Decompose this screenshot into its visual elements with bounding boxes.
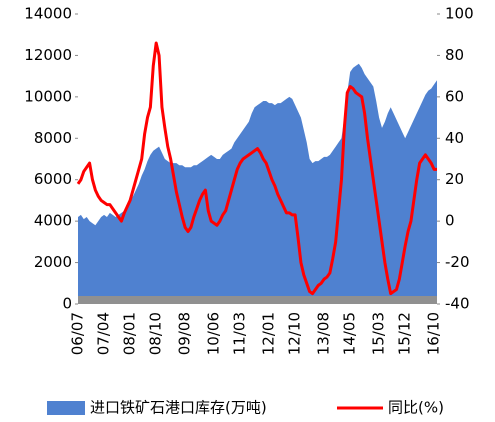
y2-tick-label: -40	[445, 295, 470, 313]
y-tick-label: 0	[62, 295, 72, 313]
y2-tick-label: -20	[445, 253, 470, 271]
x-tick-label: 12/01	[260, 312, 278, 355]
y-tick-label: 10000	[24, 87, 72, 105]
y-tick-label: 2000	[34, 253, 72, 271]
y-tick-label: 6000	[34, 170, 72, 188]
x-tick-label: 14/05	[341, 312, 359, 355]
y2-tick-label: 80	[445, 46, 464, 64]
x-tick-label: 13/08	[315, 312, 333, 355]
x-tick-label: 16/10	[425, 312, 443, 355]
x-tick-label: 12/10	[286, 312, 304, 355]
legend-label: 进口铁矿石港口库存(万吨)	[90, 399, 267, 417]
y2-tick-label: 60	[445, 87, 464, 105]
x-tick-label: 06/07	[69, 312, 87, 355]
x-tick-label: 15/12	[396, 312, 414, 355]
y-tick-label: 12000	[24, 46, 72, 64]
y-tick-label: 4000	[34, 212, 72, 230]
line	[76, 41, 437, 296]
x-tick-label: 09/08	[176, 312, 194, 355]
y2-tick-label: 100	[445, 5, 474, 23]
legend-label: 同比(%)	[388, 399, 444, 417]
x-tick-label: 08/01	[121, 312, 139, 355]
y2-tick-label: 20	[445, 170, 464, 188]
x-tick-label: 10/06	[205, 312, 223, 355]
legend-swatch	[47, 401, 85, 415]
x-tick-label: 15/03	[370, 312, 388, 355]
x-tick-label: 07/04	[95, 312, 113, 355]
x-tick-label: 08/10	[147, 312, 165, 355]
x-tick-label: 11/03	[231, 312, 249, 355]
y-tick-label: 8000	[34, 129, 72, 147]
area	[78, 63, 437, 304]
y2-tick-label: 40	[445, 129, 464, 147]
y2-tick-label: 0	[445, 212, 455, 230]
x-axis-band	[78, 296, 437, 304]
y-tick-label: 14000	[24, 5, 72, 23]
